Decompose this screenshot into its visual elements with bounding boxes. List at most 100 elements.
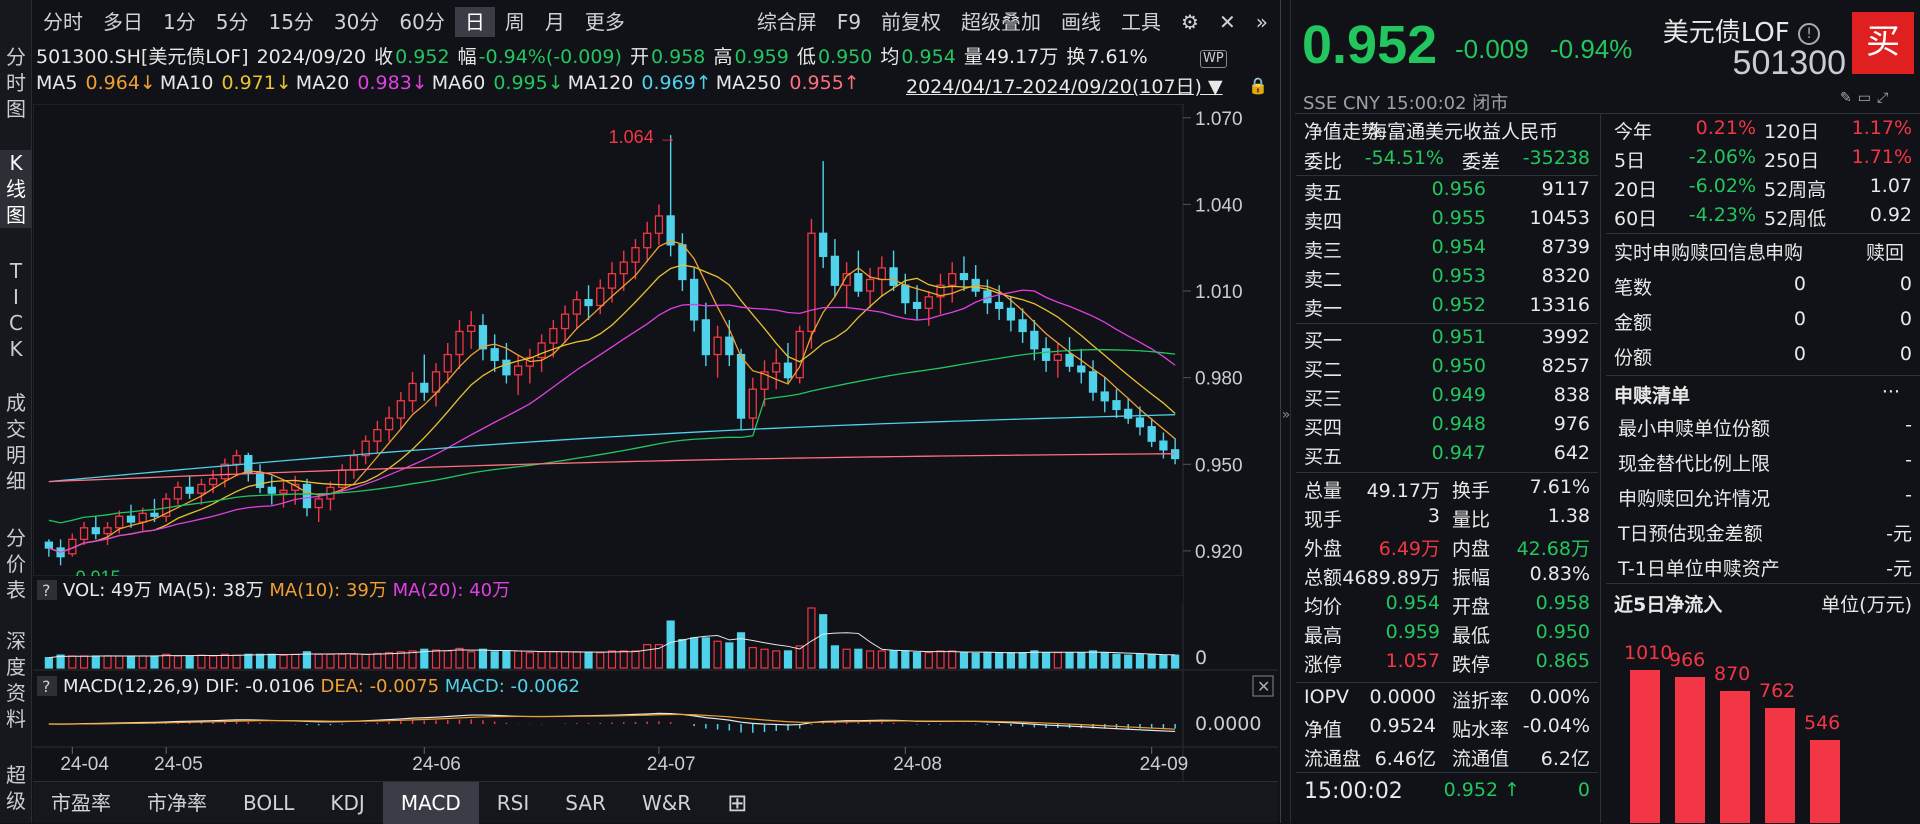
close-icon[interactable]: ✕ [1218, 10, 1236, 34]
indicator-tab-6[interactable]: SAR [565, 790, 606, 815]
info-icon[interactable]: ! [1798, 22, 1820, 45]
nav-tab-1[interactable]: K 线 图 [0, 150, 32, 228]
bid-label: 买一 [1304, 330, 1343, 352]
period-tab-1[interactable]: 多日 [103, 10, 143, 34]
window-icon[interactable]: ▭ [1857, 90, 1877, 106]
stat-value: 4689.89万 [1342, 567, 1440, 589]
volume-bar [197, 654, 206, 669]
x-tick-2: 24-06 [412, 754, 461, 775]
candle [455, 319, 464, 369]
tool-button-3[interactable]: 超级叠加 [961, 10, 1042, 34]
tool-button-1[interactable]: F9 [836, 10, 862, 34]
nav-tab-2[interactable]: T I C K [9, 259, 23, 361]
add-icon[interactable]: ⊞ [727, 788, 748, 817]
indicator-tabs: 市盈率 市净率 BOLL KDJ MACD RSI SAR W&R ⊞ [33, 781, 1278, 824]
nav-tab-0[interactable]: 分 时 图 [6, 45, 26, 121]
buy-button[interactable]: 买 [1852, 12, 1914, 74]
stat2-value: 6.46亿 [1374, 748, 1436, 770]
bid-price: 0.951 [1431, 326, 1486, 348]
bid-price: 0.950 [1431, 355, 1486, 377]
bid-label: 买五 [1304, 446, 1343, 468]
flow-bar [1675, 676, 1705, 823]
candle [185, 475, 194, 499]
nav-tab-5[interactable]: 深 度 资 料 [6, 629, 26, 731]
tool-button-5[interactable]: 工具 [1121, 10, 1162, 34]
candle [1159, 432, 1168, 459]
volume-bar [162, 653, 171, 669]
nav-title: 净值走势 [1304, 121, 1381, 143]
period-tab-10[interactable]: 更多 [584, 10, 625, 34]
list-row-value: -元 [1886, 523, 1912, 545]
period-tab-4[interactable]: 15分 [268, 10, 314, 34]
tool-button-0[interactable]: 综合屏 [756, 10, 817, 34]
tool-button-2[interactable]: 前复权 [881, 10, 942, 34]
bid-volume: 8257 [1541, 355, 1590, 377]
indicator-tab-5[interactable]: RSI [496, 790, 530, 815]
period-tab-7[interactable]: 日 [454, 7, 495, 37]
candle [255, 464, 265, 494]
nav-tab-3[interactable]: 成 交 明 细 [6, 391, 26, 493]
period-tab-6[interactable]: 60分 [399, 10, 445, 34]
ask-volume: 9117 [1541, 178, 1590, 200]
period-tab-3[interactable]: 5分 [215, 10, 249, 34]
collapse-handle[interactable]: » [1281, 407, 1291, 423]
more-icon[interactable]: » [1255, 10, 1268, 34]
subscribe-title: 实时申购赎回信息 [1614, 242, 1767, 264]
stat-value: 0.950 [1535, 621, 1590, 643]
lock-icon[interactable]: 🔒 [1248, 76, 1268, 95]
volume-bar [338, 653, 347, 669]
period-tab-5[interactable]: 30分 [333, 10, 380, 34]
candle [678, 233, 687, 292]
date-range[interactable]: 2024/04/17-2024/09/20(107日) ▼ [906, 76, 1223, 98]
indicator-tab-0[interactable]: 市盈率 [51, 790, 111, 815]
indicator-tab-3[interactable]: KDJ [330, 790, 365, 815]
wp-icon[interactable]: WP [1200, 45, 1227, 68]
period-tab-8[interactable]: 周 [504, 10, 525, 34]
volume-bar [209, 655, 218, 669]
chevron-down-icon[interactable]: ▼ [1208, 76, 1223, 98]
volume-bar [408, 650, 417, 669]
volume-bar [948, 650, 957, 669]
panel-tools[interactable]: ✎▭⤢ [1840, 90, 1894, 106]
stat-value: 1.38 [1547, 505, 1590, 527]
period-tab-2[interactable]: 1分 [163, 10, 196, 34]
nav-tab-6[interactable]: 超 级 [6, 763, 26, 813]
indicator-tab-2[interactable]: BOLL [243, 790, 295, 815]
flow-value: 1010 [1624, 642, 1673, 664]
list-row-value: - [1905, 414, 1912, 436]
candle [819, 161, 828, 268]
perf-label: 20日 [1614, 179, 1658, 201]
list-row-label: T-1日单位申赎资产 [1618, 558, 1780, 580]
volume-bar [443, 650, 452, 669]
indicator-tab-7[interactable]: W&R [641, 790, 692, 815]
stat2-label: 流通盘 [1304, 748, 1362, 770]
stat-value: 0.83% [1529, 563, 1590, 585]
volume-bar [607, 650, 617, 669]
perf-value: 1.71% [1851, 146, 1912, 168]
gear-icon[interactable]: ⚙ [1181, 10, 1199, 34]
volume-bar [807, 607, 816, 669]
period-tab-0[interactable]: 分时 [43, 10, 83, 34]
edit-icon[interactable]: ✎ [1840, 90, 1858, 106]
volume-bar [760, 648, 769, 669]
candle [220, 458, 229, 488]
candle [619, 250, 628, 292]
stock-code-big: 501300 [1732, 44, 1846, 82]
ma-line-60 [48, 349, 1176, 524]
left-nav: 分 时 图 K 线 图 T I C K 成 交 明 细分 价 表深 度 资 料超 级 [0, 0, 32, 823]
volume-bar [560, 651, 570, 669]
nav-tab-4[interactable]: 分 价 表 [6, 526, 26, 602]
stat-label: 现手 [1304, 509, 1343, 531]
stock-code: 501300.SH[美元债LOF] [36, 46, 249, 68]
tool-button-4[interactable]: 画线 [1061, 10, 1102, 34]
volume-bar [384, 652, 394, 669]
candle [549, 319, 558, 358]
expand-icon[interactable]: ⤢ [1876, 90, 1895, 106]
indicator-tab-1[interactable]: 市净率 [147, 790, 207, 815]
candle [924, 291, 933, 326]
macd-close-icon[interactable] [1252, 675, 1274, 697]
period-tab-9[interactable]: 月 [544, 10, 565, 34]
indicator-tab-4[interactable]: MACD [382, 781, 479, 824]
volume-bar [1147, 653, 1156, 669]
